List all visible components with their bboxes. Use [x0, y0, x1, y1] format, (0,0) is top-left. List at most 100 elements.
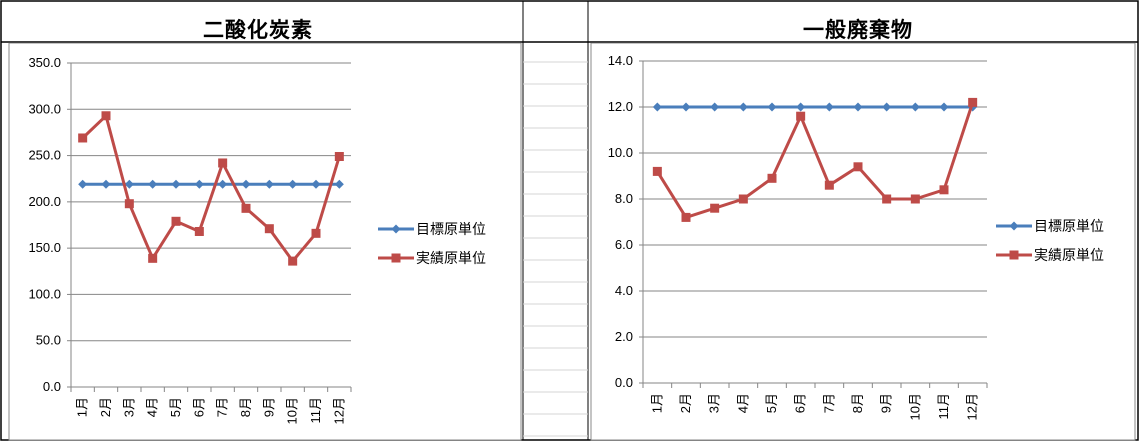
- data-point-co2-actual: [124, 199, 134, 209]
- data-point-waste-target: [796, 102, 806, 112]
- x-tick-label-co2: 4月: [145, 397, 160, 417]
- data-point-co2-target: [124, 179, 134, 189]
- x-tick-label-co2: 12月: [331, 397, 346, 424]
- legend-marker-co2: [391, 253, 401, 263]
- y-tick-label-waste: 8.0: [615, 191, 633, 206]
- legend-label-co2: 実績原単位: [416, 251, 486, 267]
- data-point-waste-actual: [738, 194, 748, 204]
- chart-frame-co2: [8, 42, 522, 441]
- x-tick-label-waste: 4月: [735, 393, 750, 413]
- x-tick-label-waste: 7月: [821, 393, 836, 413]
- y-tick-label-co2: 100.0: [28, 286, 61, 301]
- legend-marker-waste: [1009, 221, 1019, 231]
- y-tick-label-co2: 0.0: [43, 379, 61, 394]
- x-tick-label-waste: 1月: [649, 393, 664, 413]
- data-point-waste-actual: [968, 97, 978, 107]
- chart-title-waste: 一般廃棄物: [803, 18, 913, 42]
- y-tick-label-waste: 14.0: [608, 53, 633, 68]
- x-tick-label-waste: 12月: [965, 393, 980, 420]
- data-point-waste-actual: [882, 194, 892, 204]
- legend-label-co2: 目標原単位: [416, 222, 486, 238]
- data-point-co2-target: [101, 179, 111, 189]
- data-point-co2-target: [241, 179, 251, 189]
- x-tick-label-co2: 3月: [121, 397, 136, 417]
- data-point-waste-actual: [796, 111, 806, 121]
- series-line-co2-actual: [81, 114, 341, 263]
- data-point-waste-target: [824, 102, 834, 112]
- series-line-waste-actual: [656, 101, 975, 219]
- y-tick-label-co2: 350.0: [28, 55, 61, 70]
- x-tick-label-waste: 5月: [764, 393, 779, 413]
- data-point-co2-target: [334, 179, 344, 189]
- data-point-waste-actual: [824, 180, 834, 190]
- chart-title-co2: 二酸化炭素: [203, 18, 313, 42]
- data-point-co2-actual: [218, 158, 228, 168]
- x-tick-label-co2: 2月: [98, 397, 113, 417]
- x-tick-label-co2: 8月: [238, 397, 253, 417]
- data-point-waste-actual: [652, 166, 662, 176]
- y-tick-label-co2: 150.0: [28, 240, 61, 255]
- data-point-waste-actual: [853, 162, 863, 172]
- data-point-waste-actual: [767, 173, 777, 183]
- y-tick-label-waste: 2.0: [615, 329, 633, 344]
- y-tick-label-co2: 300.0: [28, 101, 61, 116]
- data-point-co2-actual: [241, 203, 251, 213]
- data-point-co2-actual: [334, 151, 344, 161]
- x-tick-label-co2: 11月: [308, 397, 323, 424]
- data-point-waste-actual: [681, 212, 691, 222]
- data-point-co2-target: [148, 179, 158, 189]
- y-tick-label-waste: 4.0: [615, 283, 633, 298]
- data-point-co2-target: [264, 179, 274, 189]
- data-point-co2-actual: [171, 216, 181, 226]
- data-point-co2-target: [218, 179, 228, 189]
- legend-label-waste: 目標原単位: [1034, 219, 1104, 235]
- x-tick-label-waste: 9月: [879, 393, 894, 413]
- data-point-waste-target: [652, 102, 662, 112]
- y-tick-label-waste: 6.0: [615, 237, 633, 252]
- data-point-waste-actual: [910, 194, 920, 204]
- y-tick-label-waste: 0.0: [615, 375, 633, 390]
- x-tick-label-co2: 7月: [215, 397, 230, 417]
- data-point-co2-target: [311, 179, 321, 189]
- y-tick-label-co2: 50.0: [36, 333, 61, 348]
- data-point-co2-target: [288, 179, 298, 189]
- data-point-waste-actual: [710, 203, 720, 213]
- data-point-co2-target: [171, 179, 181, 189]
- data-point-waste-target: [681, 102, 691, 112]
- y-tick-label-waste: 12.0: [608, 99, 633, 114]
- data-point-co2-actual: [101, 111, 111, 121]
- x-tick-label-co2: 10月: [285, 397, 300, 424]
- data-point-waste-actual: [939, 185, 949, 195]
- data-point-co2-target: [78, 179, 88, 189]
- chart-frame-waste: [590, 42, 1136, 441]
- legend-marker-co2: [391, 224, 401, 234]
- data-point-waste-target: [910, 102, 920, 112]
- data-point-co2-actual: [311, 228, 321, 238]
- data-point-waste-target: [738, 102, 748, 112]
- y-tick-label-waste: 10.0: [608, 145, 633, 160]
- x-tick-label-co2: 9月: [261, 397, 276, 417]
- data-point-waste-target: [767, 102, 777, 112]
- x-tick-label-waste: 3月: [707, 393, 722, 413]
- x-tick-label-waste: 10月: [907, 393, 922, 420]
- data-point-co2-target: [194, 179, 204, 189]
- legend-label-waste: 実績原単位: [1034, 248, 1104, 264]
- data-point-waste-target: [939, 102, 949, 112]
- data-point-waste-target: [882, 102, 892, 112]
- data-point-waste-target: [710, 102, 720, 112]
- data-point-co2-actual: [78, 133, 88, 143]
- x-tick-label-waste: 11月: [936, 393, 951, 420]
- data-point-co2-actual: [264, 224, 274, 234]
- x-tick-label-co2: 6月: [191, 397, 206, 417]
- x-tick-label-waste: 2月: [678, 393, 693, 413]
- data-point-co2-actual: [148, 253, 158, 263]
- data-point-co2-actual: [288, 256, 298, 266]
- x-tick-label-co2: 5月: [168, 397, 183, 417]
- data-point-co2-actual: [194, 226, 204, 236]
- legend-marker-waste: [1009, 250, 1019, 260]
- x-tick-label-co2: 1月: [75, 397, 90, 417]
- y-tick-label-co2: 200.0: [28, 194, 61, 209]
